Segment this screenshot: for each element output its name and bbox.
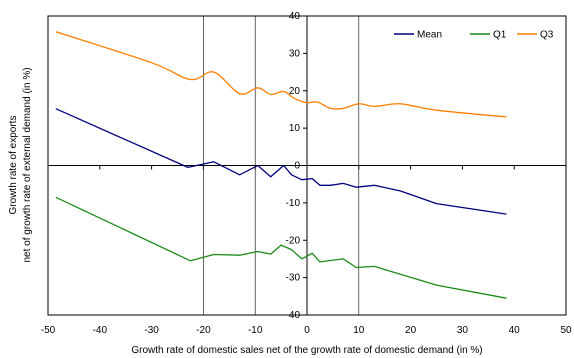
- series-line-q1: [55, 196, 507, 299]
- series-lines: [55, 31, 507, 299]
- x-tick-label: 50: [560, 325, 572, 336]
- x-tick-label: 0: [304, 325, 310, 336]
- y-axis-title-line1: Growth rate of exports: [8, 116, 19, 215]
- series-line-q3: [55, 31, 507, 118]
- y-tick-label: -20: [286, 235, 301, 246]
- x-tick-label: -10: [248, 325, 263, 336]
- x-tick-label: -50: [41, 325, 56, 336]
- legend: Mean Q1 Q3: [394, 30, 554, 41]
- legend-label-q3: Q3: [540, 30, 554, 41]
- x-tick-label: -30: [144, 325, 159, 336]
- x-tick-label: -20: [196, 325, 211, 336]
- x-tick-label: 20: [405, 325, 417, 336]
- y-axis-tick-labels: -40 -30 -20 -10 0 10 20 30 40: [286, 11, 301, 321]
- legend-label-mean: Mean: [417, 30, 442, 41]
- y-tick-label: -40: [286, 310, 301, 321]
- y-tick-label: 10: [289, 123, 301, 134]
- x-tick-label: 10: [353, 325, 365, 336]
- x-axis-title: Growth rate of domestic sales net of the…: [131, 345, 482, 356]
- y-tick-label: 40: [289, 11, 301, 22]
- y-axis-title-line2: net of growth rate of external demand (i…: [22, 67, 33, 262]
- y-tick-label: 30: [289, 48, 301, 59]
- legend-label-q1: Q1: [493, 30, 507, 41]
- x-tick-label: -40: [93, 325, 108, 336]
- y-tick-label: 0: [294, 161, 300, 172]
- x-tick-label: 30: [457, 325, 469, 336]
- series-line-mean: [55, 108, 507, 215]
- y-tick-label: -10: [286, 198, 301, 209]
- x-axis-tick-labels: -50 -40 -30 -20 -10 0 10 20 30 40 50: [41, 325, 572, 336]
- x-tick-label: 40: [509, 325, 521, 336]
- y-tick-label: -30: [286, 273, 301, 284]
- y-tick-label: 20: [289, 86, 301, 97]
